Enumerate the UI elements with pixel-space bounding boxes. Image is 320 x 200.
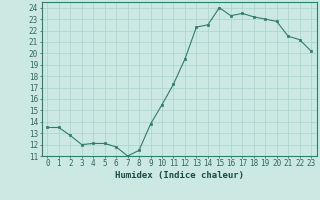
X-axis label: Humidex (Indice chaleur): Humidex (Indice chaleur) (115, 171, 244, 180)
